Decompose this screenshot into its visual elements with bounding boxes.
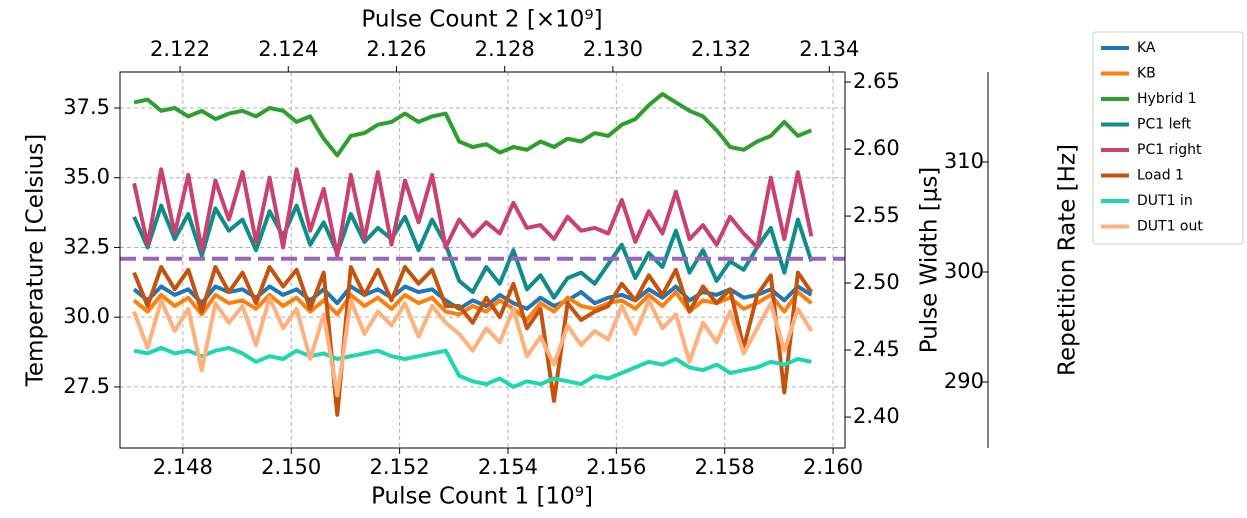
series-line <box>133 92 813 158</box>
legend-label: DUT1 in <box>1137 193 1193 209</box>
legend-label: KA <box>1137 40 1156 56</box>
y3-axis-label: Repetition Rate [Hz] <box>1055 144 1081 376</box>
y2-tick-label: 2.60 <box>853 136 900 160</box>
legend-label: KB <box>1137 66 1156 82</box>
legend-label: Load 1 <box>1137 168 1184 184</box>
y2-tick-label: 2.55 <box>853 203 900 227</box>
x2-tick-label: 2.134 <box>799 37 859 61</box>
y3-tick-label: 300 <box>944 259 984 283</box>
legend-label: PC1 left <box>1137 117 1192 133</box>
x-tick-label: 2.160 <box>803 455 863 479</box>
x2-tick-label: 2.124 <box>258 37 318 61</box>
y3-tick-label: 310 <box>944 149 984 173</box>
x2-tick-label: 2.126 <box>366 37 426 61</box>
series-line <box>133 345 812 389</box>
series-line <box>132 290 813 322</box>
x2-tick-label: 2.122 <box>150 37 210 61</box>
series-line <box>132 265 814 417</box>
x-tick-label: 2.156 <box>586 455 646 479</box>
x-tick-label: 2.158 <box>695 455 755 479</box>
y2-tick-label: 2.50 <box>853 270 900 294</box>
legend-label: PC1 right <box>1137 142 1202 158</box>
y-tick-label: 30.0 <box>63 304 110 328</box>
series-line <box>132 167 814 258</box>
x2-tick-label: 2.128 <box>475 37 535 61</box>
legend-label: Hybrid 1 <box>1137 91 1197 107</box>
y2-tick-label: 2.65 <box>853 69 900 93</box>
y2-tick-label: 2.45 <box>853 337 900 361</box>
y-tick-label: 37.5 <box>63 95 110 119</box>
series-line <box>132 295 814 398</box>
x-tick-label: 2.150 <box>261 455 321 479</box>
y3-tick-label: 290 <box>944 369 984 393</box>
x-tick-label: 2.148 <box>153 455 213 479</box>
x-axis-label: Pulse Count 1 [10⁹] <box>371 484 593 510</box>
y2-axis-label: Pulse Width [μs] <box>917 167 943 354</box>
y-tick-label: 27.5 <box>63 374 110 398</box>
y-tick-label: 32.5 <box>63 234 110 258</box>
y-tick-label: 35.0 <box>63 165 110 189</box>
plot-frame <box>119 71 846 449</box>
y-axis-label: Temperature [Celsius] <box>23 134 49 387</box>
x-tick-label: 2.154 <box>478 455 538 479</box>
x2-axis-label: Pulse Count 2 [×10⁹] <box>361 7 602 33</box>
x2-tick-label: 2.130 <box>583 37 643 61</box>
y2-tick-label: 2.40 <box>853 404 900 428</box>
legend-label: DUT1 out <box>1137 219 1203 235</box>
x2-tick-label: 2.132 <box>691 37 751 61</box>
x-tick-label: 2.152 <box>370 455 430 479</box>
legend-box <box>1092 31 1244 245</box>
